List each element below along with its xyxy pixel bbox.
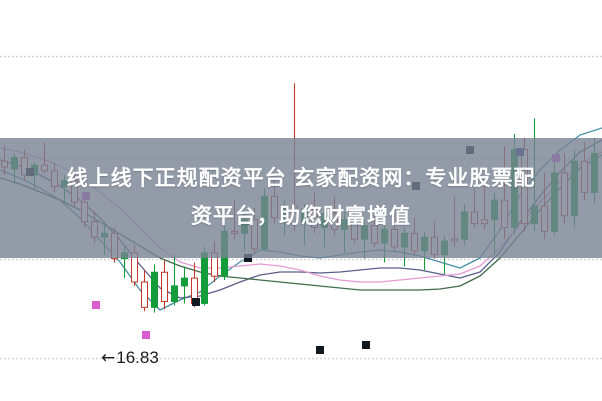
candle-body: [151, 271, 158, 308]
candle-body: [171, 285, 178, 302]
price-annotation: ← 16.83: [101, 347, 159, 369]
candle-body: [161, 271, 168, 302]
signal-marker: [244, 254, 252, 262]
signal-marker: [362, 341, 370, 349]
candle-body: [181, 277, 188, 287]
signal-marker: [142, 331, 150, 339]
signal-marker: [192, 298, 200, 306]
candle-body: [141, 281, 148, 308]
candle-body: [201, 252, 208, 304]
signal-marker: [316, 346, 324, 354]
banner-line-2: 资平台，助您财富增值: [191, 205, 411, 228]
promo-banner-overlay: 线上线下正规配资平台 玄家配资网：专业股票配 资平台，助您财富增值: [0, 138, 602, 258]
signal-marker: [92, 301, 100, 309]
price-low-value: 16.83: [116, 348, 159, 367]
banner-line-1: 线上线下正规配资平台 玄家配资网：专业股票配: [66, 167, 536, 190]
left-arrow-icon: ←: [101, 348, 116, 368]
